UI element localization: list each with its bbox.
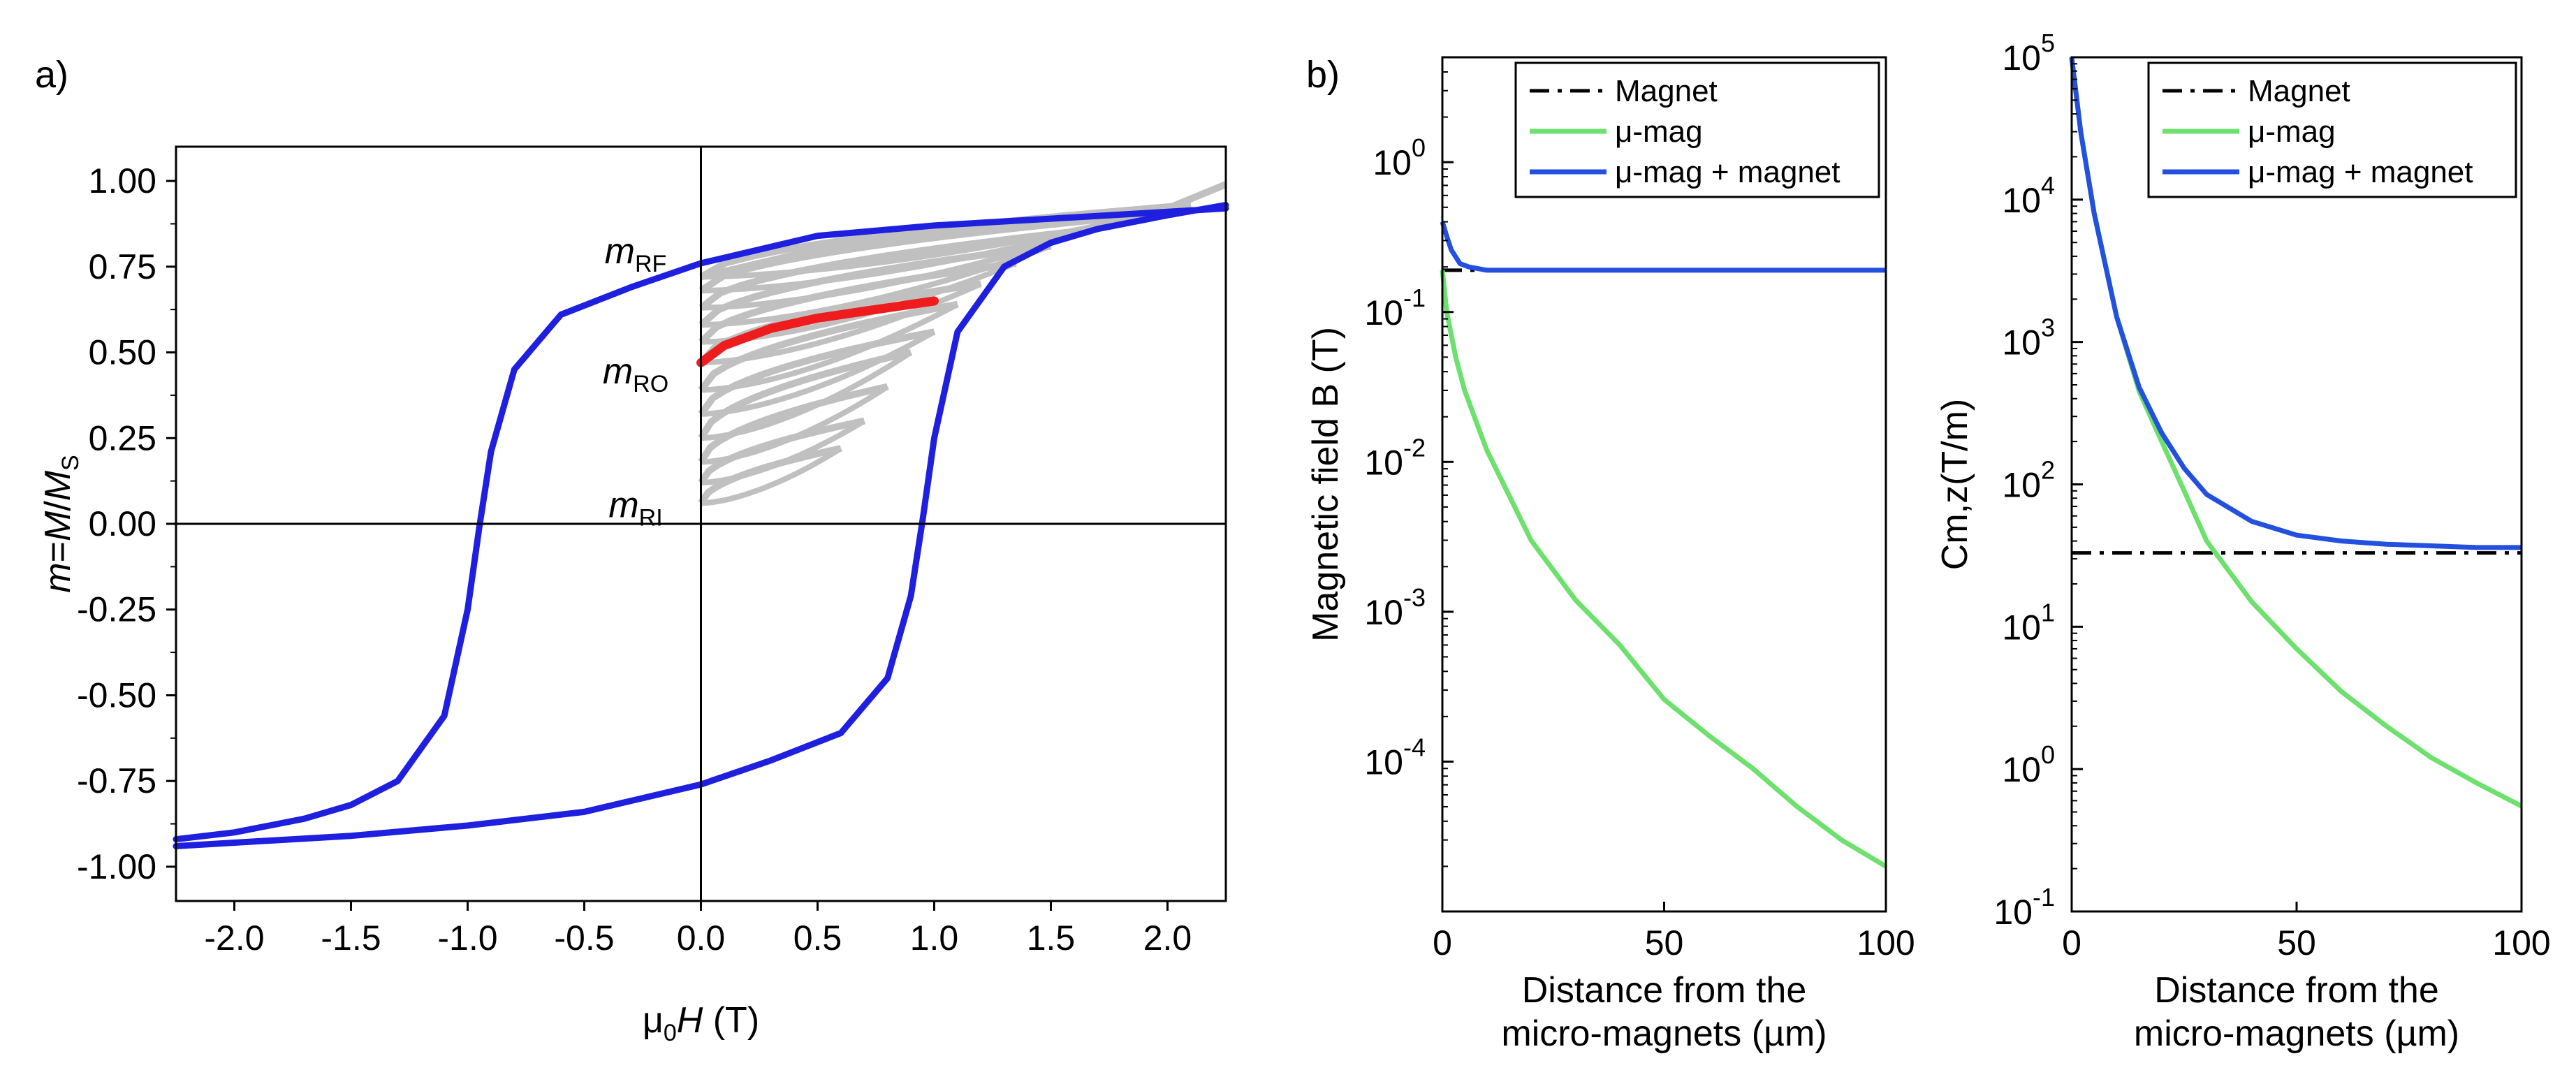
legend-label: Magnet — [2248, 74, 2350, 108]
x-tick-label: 50 — [1645, 923, 1684, 962]
magnetic-field-chart: 100 10-1 10-2 10-3 10-4 0 50 100 Distance from t… — [1305, 56, 1915, 1054]
y-tick-label: 10-3 — [1364, 583, 1426, 632]
legend-label: μ-mag + magnet — [2248, 155, 2473, 189]
recoil-curve-return — [701, 226, 1099, 311]
recoil-curve-return — [701, 384, 889, 465]
y-tick-label: 0.50 — [89, 333, 156, 372]
recoil-curve — [698, 445, 842, 506]
annotation-label: mRF — [605, 231, 667, 277]
x-tick-label: 0 — [2062, 923, 2081, 962]
recoil-curve-return — [701, 302, 959, 393]
legend-label: Magnet — [1615, 74, 1718, 108]
x-tick-label: -2.0 — [204, 918, 264, 958]
hysteresis-chart: -1.00-0.75-0.50-0.250.000.250.500.751.00… — [38, 145, 1229, 1046]
y-tick-label: 100 — [2002, 740, 2055, 789]
x-tick-label: 50 — [2277, 923, 2316, 962]
recoil-curve-return — [701, 350, 913, 441]
x-axis-label: Distance from the — [2154, 970, 2439, 1011]
y-tick-label: 103 — [2002, 314, 2055, 362]
x-axis-label: Distance from the — [1522, 970, 1807, 1011]
x-tick-label: 2.0 — [1143, 918, 1192, 958]
series-line — [2069, 57, 2522, 550]
hysteresis-branch — [173, 205, 1229, 843]
x-tick-label: 100 — [1857, 923, 1915, 962]
x-tick-label: 100 — [2492, 923, 2550, 962]
legend: Magnet μ-mag μ-mag + magnet — [1514, 61, 1880, 198]
x-axis-label: micro-magnets (µm) — [1501, 1013, 1827, 1054]
y-tick-label: 10-1 — [1993, 883, 2055, 932]
recoil-curve-return — [701, 202, 1192, 280]
y-tick-label: -0.25 — [77, 590, 156, 629]
legend-label: μ-mag + magnet — [1615, 155, 1840, 189]
y-tick-label: -0.50 — [77, 675, 156, 715]
y-tick-label: 10-2 — [1364, 433, 1426, 482]
x-tick-label: 0.0 — [677, 918, 726, 958]
y-tick-label: 1.00 — [89, 161, 156, 200]
legend-label: μ-mag — [1615, 115, 1703, 149]
y-axis-label: Magnetic field B (T) — [1305, 327, 1346, 642]
x-tick-label: 0.5 — [793, 918, 842, 958]
y-tick-label: 104 — [2002, 171, 2055, 220]
x-axis-label: μ0H (T) — [643, 1000, 759, 1046]
annotation-label: mRO — [603, 351, 668, 397]
recoil-envelope — [700, 181, 1227, 281]
x-tick-label: 1.5 — [1027, 918, 1076, 958]
y-tick-label: 0.00 — [89, 504, 156, 543]
x-tick-label: -1.0 — [437, 918, 497, 958]
y-tick-label: 0.75 — [89, 247, 156, 286]
x-tick-label: -0.5 — [554, 918, 614, 958]
legend-label: μ-mag — [2248, 115, 2336, 149]
recoil-curve-return — [701, 243, 1052, 328]
annotation-label: mRI — [608, 485, 662, 531]
panel-b-label: b) — [1306, 54, 1340, 96]
y-tick-label: 105 — [2002, 29, 2055, 78]
x-axis-label: micro-magnets (µm) — [2134, 1013, 2459, 1054]
y-tick-label: 10-4 — [1364, 733, 1426, 782]
y-tick-label: -0.75 — [77, 761, 156, 800]
y-tick-label: 102 — [2002, 456, 2055, 505]
legend: Magnet μ-mag μ-mag + magnet — [2147, 61, 2517, 198]
recoil-curve-return — [701, 418, 866, 486]
y-tick-label: -1.00 — [77, 847, 156, 886]
recoil-curve-return — [701, 446, 843, 506]
panel-a-label: a) — [35, 54, 68, 96]
y-tick-label: 100 — [1373, 133, 1426, 182]
y-tick-label: 0.25 — [89, 418, 156, 457]
y-axis-label: Cm,z(T/m) — [1935, 399, 1975, 570]
recoil-curve-return — [701, 329, 936, 417]
highlighted-recoil-curve — [696, 296, 939, 367]
x-tick-label: 0 — [1433, 923, 1452, 962]
field-gradient-chart: 105 104 103 102 101 100 10-10 50 100 Distance fro… — [1935, 29, 2551, 1054]
y-tick-label: 101 — [2002, 598, 2055, 647]
x-tick-label: 1.0 — [910, 918, 959, 958]
hysteresis-branch — [173, 202, 1229, 849]
x-tick-label: -1.5 — [321, 918, 381, 958]
y-axis-label: m=M/MS — [38, 455, 84, 593]
series-line — [1440, 221, 1886, 273]
series-line — [1440, 270, 1887, 869]
y-tick-label: 10-1 — [1364, 284, 1426, 332]
